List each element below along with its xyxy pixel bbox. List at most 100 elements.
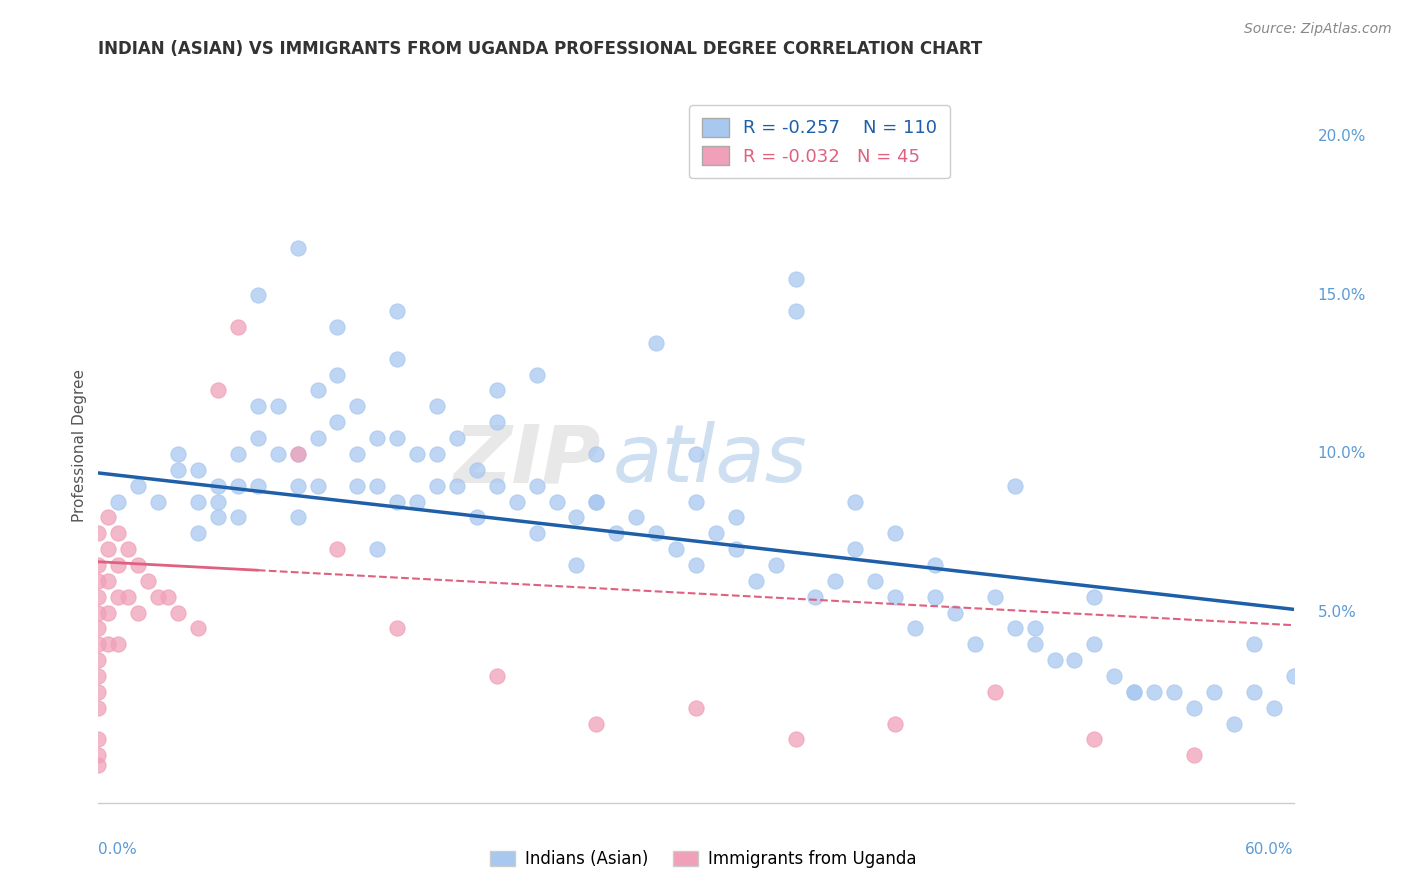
Point (685, 700, 707, 714)
Point (465, 463, 488, 477)
Point (287, 447, 309, 461)
Point (87, 700, 110, 714)
Point (136, 574, 159, 588)
Point (207, 510, 229, 524)
Point (226, 447, 249, 461)
Point (863, 574, 886, 588)
Point (117, 542, 139, 557)
Point (87, 590, 110, 604)
Point (485, 669, 508, 683)
Point (187, 526, 209, 541)
Point (287, 447, 309, 461)
Point (406, 447, 429, 461)
Point (785, 732, 807, 747)
Point (745, 574, 768, 588)
Point (148, 590, 170, 604)
Point (565, 558, 588, 572)
Point (546, 494, 568, 508)
Point (924, 590, 946, 604)
Point (267, 400, 290, 414)
Point (1182, 748, 1205, 763)
Point (724, 510, 747, 524)
Point (267, 447, 290, 461)
Point (426, 478, 449, 492)
Point (446, 431, 468, 445)
Point (884, 716, 907, 731)
Point (685, 494, 707, 508)
Point (157, 590, 180, 604)
Point (307, 431, 329, 445)
Point (585, 494, 607, 508)
Point (624, 510, 647, 524)
Point (246, 288, 269, 302)
Point (167, 606, 190, 620)
Point (87, 748, 110, 763)
Point (107, 558, 129, 572)
Point (765, 558, 787, 572)
Point (226, 478, 249, 492)
Point (87, 669, 110, 683)
Point (385, 351, 409, 366)
Point (1282, 669, 1305, 683)
Text: Source: ZipAtlas.com: Source: ZipAtlas.com (1244, 22, 1392, 37)
Point (107, 494, 129, 508)
Text: atlas: atlas (612, 421, 807, 500)
Point (685, 447, 707, 461)
Point (526, 526, 548, 541)
Point (107, 637, 129, 651)
Point (97, 574, 120, 588)
Point (87, 757, 110, 772)
Point (983, 590, 1005, 604)
Point (565, 510, 588, 524)
Point (187, 621, 209, 635)
Point (87, 621, 110, 635)
Point (366, 478, 388, 492)
Point (207, 494, 229, 508)
Point (426, 400, 449, 414)
Point (307, 384, 329, 398)
Point (645, 335, 668, 350)
Point (246, 478, 269, 492)
Point (1263, 700, 1285, 714)
Point (87, 685, 110, 699)
Point (983, 685, 1005, 699)
Point (127, 606, 149, 620)
Point (107, 590, 129, 604)
Point (246, 431, 269, 445)
Point (704, 526, 727, 541)
Point (207, 384, 229, 398)
Point (1182, 700, 1205, 714)
Point (1123, 685, 1146, 699)
Text: 10.0%: 10.0% (1317, 446, 1365, 461)
Point (207, 478, 229, 492)
Text: 15.0%: 15.0% (1317, 288, 1365, 303)
Point (665, 542, 688, 557)
Point (326, 320, 349, 334)
Point (585, 716, 607, 731)
Text: 20.0%: 20.0% (1317, 129, 1365, 145)
Point (526, 478, 548, 492)
Point (167, 447, 190, 461)
Point (605, 526, 627, 541)
Point (127, 478, 149, 492)
Point (87, 574, 110, 588)
Point (87, 526, 110, 541)
Point (287, 478, 309, 492)
Point (385, 494, 409, 508)
Point (844, 494, 866, 508)
Point (287, 241, 309, 255)
Point (385, 621, 409, 635)
Point (366, 542, 388, 557)
Point (107, 526, 129, 541)
Point (526, 368, 548, 382)
Point (97, 637, 120, 651)
Point (97, 510, 120, 524)
Point (785, 272, 807, 286)
Legend: Indians (Asian), Immigrants from Uganda: Indians (Asian), Immigrants from Uganda (482, 844, 924, 875)
Point (943, 606, 966, 620)
Point (87, 637, 110, 651)
Point (724, 542, 747, 557)
Text: INDIAN (ASIAN) VS IMMIGRANTS FROM UGANDA PROFESSIONAL DEGREE CORRELATION CHART: INDIAN (ASIAN) VS IMMIGRANTS FROM UGANDA… (98, 40, 983, 58)
Point (585, 447, 607, 461)
Point (127, 558, 149, 572)
